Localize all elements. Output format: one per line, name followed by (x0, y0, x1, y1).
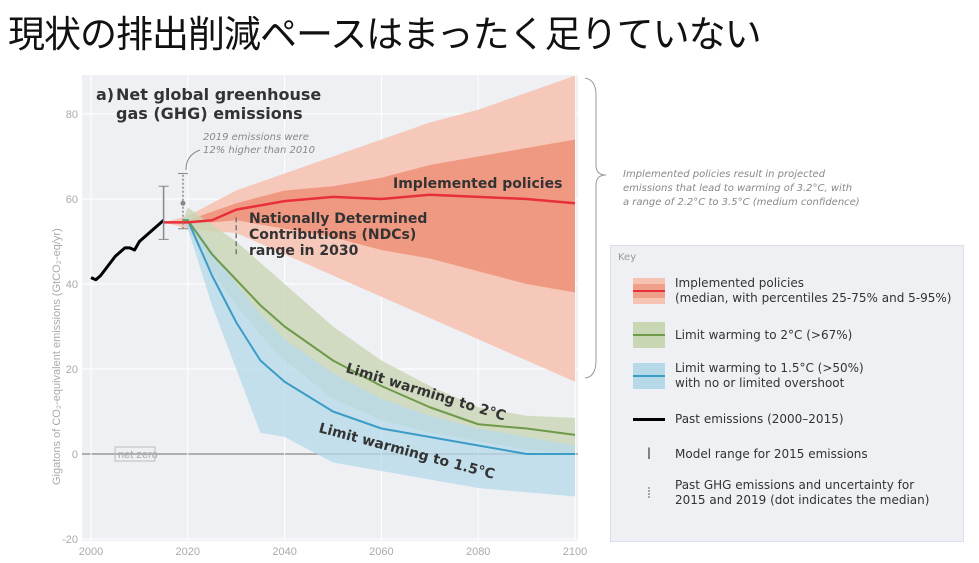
legend-item-model-range: I Model range for 2015 emissions (633, 441, 868, 467)
panel-label: a) (96, 85, 114, 104)
legend-item-past-uncertainty: ⁞ Past GHG emissions and uncertainty for… (633, 478, 929, 508)
ndc-label: Nationally Determined (249, 211, 427, 227)
legend-label: (median, with percentiles 25-75% and 5-9… (675, 291, 952, 305)
legend-label: with no or limited overshoot (675, 376, 845, 390)
y-tick-label: 60 (66, 194, 78, 206)
arrow-icon (185, 149, 201, 171)
legend-label: 2015 and 2019 (dot indicates the median) (675, 493, 930, 507)
chart-title: gas (GHG) emissions (116, 104, 303, 123)
x-tick-label: 2040 (272, 546, 296, 558)
brace-annotation: emissions that lead to warming of 3.2°C,… (623, 183, 852, 194)
slide-title: 現状の排出削減ペースはまったく足りていない (8, 13, 762, 56)
median-dot (180, 200, 186, 206)
legend-label: Implemented policies (675, 276, 804, 290)
annotation-2019: 12% higher than 2010 (203, 145, 315, 156)
y-tick-label: 40 (66, 279, 78, 291)
ndc-label: Contributions (NDCs) (249, 227, 416, 243)
implemented-25-75-band (163, 139, 575, 293)
x-tick-label: 2020 (176, 546, 200, 558)
net-zero-box (114, 446, 156, 462)
brace-icon (584, 77, 607, 379)
x-tick-label: 2080 (466, 546, 490, 558)
x-tick-label: 2100 (563, 546, 587, 558)
legend: Key Implemented policies (median, with pe… (610, 245, 964, 542)
swatch-implemented (633, 278, 665, 304)
legend-item-past: Past emissions (2000–2015) (633, 406, 844, 432)
error-bar-icon: I (646, 444, 652, 463)
ndc-label: range in 2030 (249, 243, 359, 259)
legend-item-1-5c: Limit warming to 1.5°C (>50%) with no or … (633, 361, 864, 391)
legend-label: Model range for 2015 emissions (675, 446, 868, 461)
legend-title: Key (618, 252, 637, 263)
dotted-error-bar-icon: ⁞ (646, 483, 652, 502)
chart-title: Net global greenhouse (116, 85, 321, 104)
legend-item-implemented: Implemented policies (median, with percen… (633, 276, 951, 306)
legend-label: Past emissions (2000–2015) (675, 411, 844, 426)
net-zero-label: net zero (118, 449, 158, 461)
x-tick-label: 2060 (369, 546, 393, 558)
y-axis-label: Gigatons of CO₂-equivalent emissions (Gt… (51, 228, 63, 485)
swatch-past (633, 406, 665, 432)
1-5c-median-line (182, 219, 575, 455)
brace-annotation: Implemented policies result in projected (623, 169, 826, 180)
y-tick-label: -20 (62, 534, 78, 546)
x-tick-label: 2000 (79, 546, 103, 558)
legend-label: Limit warming to 1.5°C (>50%) (675, 361, 864, 375)
legend-item-2c: Limit warming to 2°C (>67%) (633, 322, 852, 348)
swatch-2c (633, 322, 665, 348)
brace-annotation: a range of 2.2°C to 3.5°C (medium confid… (623, 197, 860, 208)
1-5c-band (182, 216, 575, 497)
implemented-label: Implemented policies (393, 176, 562, 192)
legend-label: Past GHG emissions and uncertainty for (675, 478, 915, 492)
swatch-1-5c (633, 363, 665, 389)
annotation-2019: 2019 emissions were (203, 132, 309, 143)
implemented-median-line (163, 193, 576, 224)
2c-median-line (182, 219, 576, 436)
legend-label: Limit warming to 2°C (>67%) (675, 327, 853, 342)
y-tick-label: 0 (72, 449, 78, 461)
y-tick-label: 80 (66, 109, 78, 121)
y-tick-label: 20 (66, 364, 78, 376)
past-emissions-line (90, 219, 165, 282)
